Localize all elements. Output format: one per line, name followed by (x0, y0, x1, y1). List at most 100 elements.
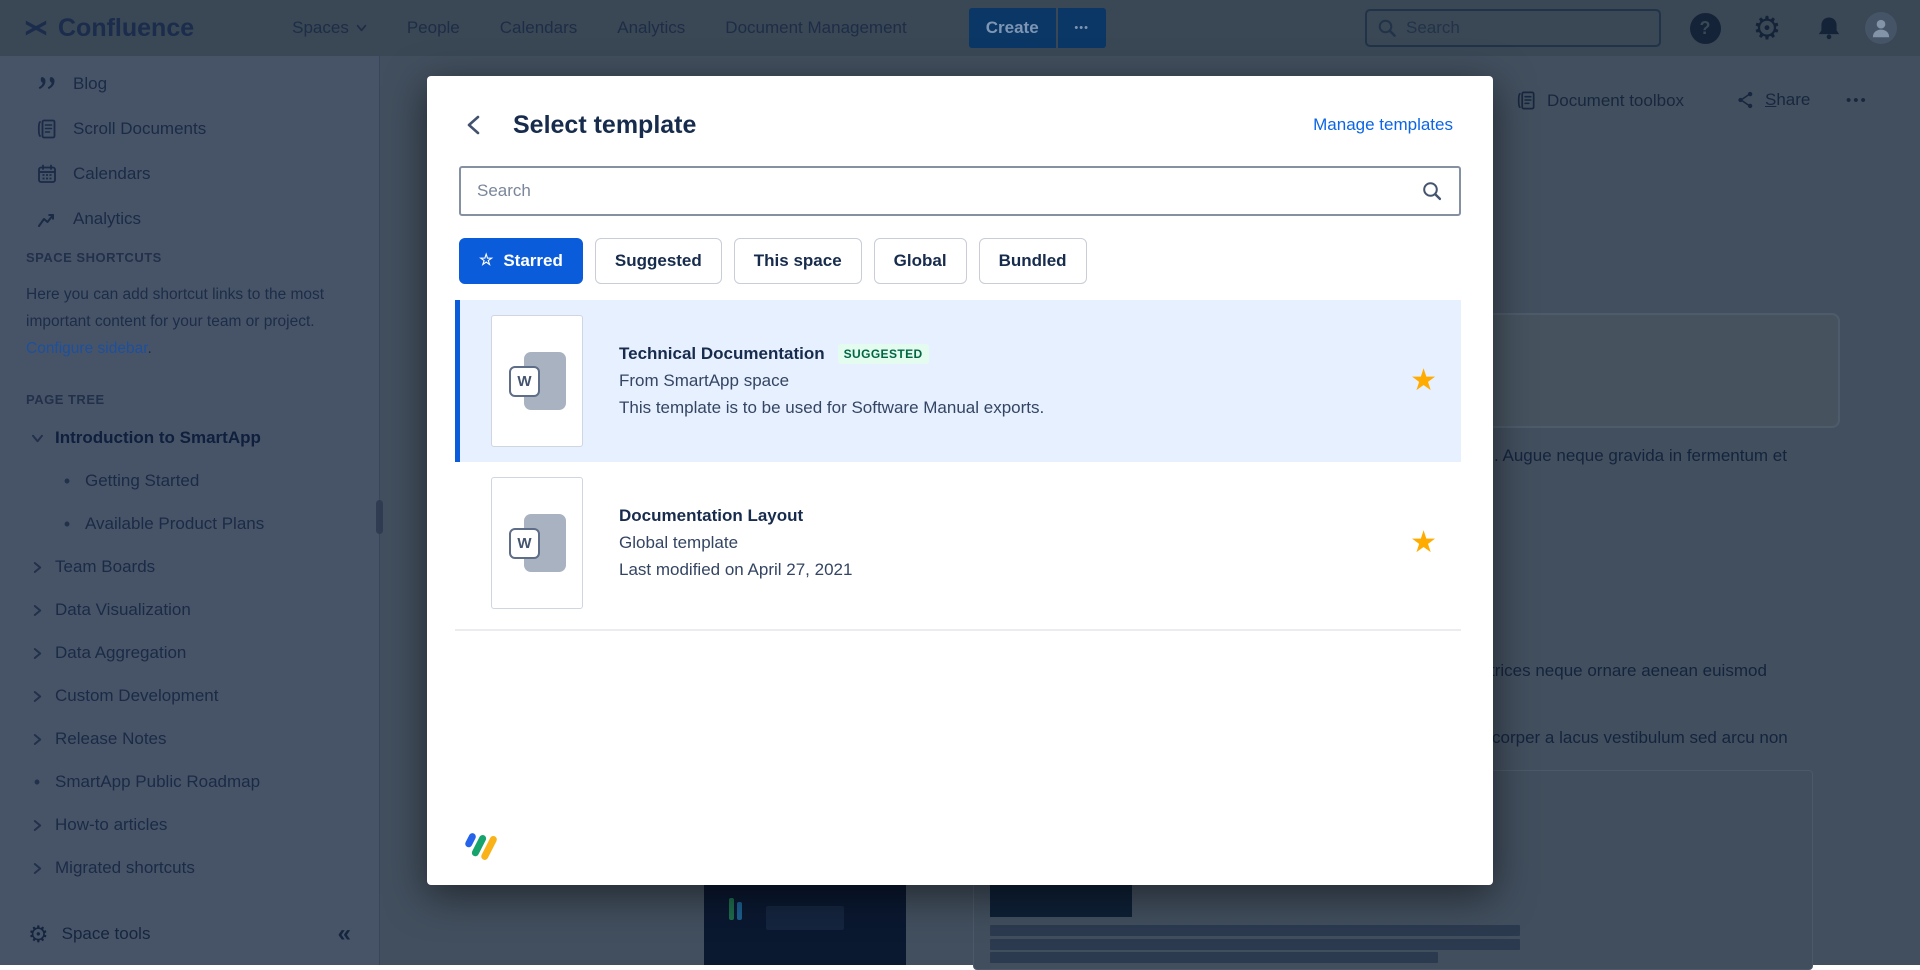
template-title: Documentation Layout (619, 506, 804, 525)
template-search (459, 166, 1461, 216)
create-button-group: Create ••• (968, 8, 1106, 48)
search-icon (1377, 18, 1397, 38)
sidebar-item-label: Analytics (73, 209, 142, 228)
brand-text: Confluence (58, 13, 195, 42)
nav-links: Spaces People Calendars Analytics Docume… (292, 18, 907, 38)
nav-item-people[interactable]: People (406, 18, 460, 37)
bullet-icon: • (63, 514, 71, 534)
space-tools-button[interactable]: ⚙ Space tools « (0, 913, 379, 955)
filter-bundled[interactable]: Bundled (978, 238, 1087, 284)
chevron-right-icon (26, 819, 48, 832)
nav-item-calendars[interactable]: Calendars (499, 18, 578, 37)
notifications-button[interactable] (1812, 11, 1846, 45)
chevron-right-icon (26, 561, 48, 574)
manage-templates-link[interactable]: Manage templates (1313, 115, 1453, 134)
sidebar-item-calendars[interactable]: Calendars (36, 160, 379, 188)
tree-item-smartapp-public-roadmap[interactable]: • SmartApp Public Roadmap (0, 767, 379, 797)
document-toolbox-icon (1516, 90, 1537, 111)
search-icon (1421, 180, 1443, 202)
chevron-right-icon (26, 862, 48, 875)
tree-item-migrated-shortcuts[interactable]: Migrated shortcuts (0, 853, 379, 883)
tree-item-data-aggregation[interactable]: Data Aggregation (0, 638, 379, 668)
word-document-icon: W (491, 315, 583, 447)
share-button[interactable]: Share (1736, 90, 1810, 110)
tree-item-introduction-to-smartapp[interactable]: Introduction to SmartApp (0, 423, 379, 453)
template-info: Technical Documentation SUGGESTED From S… (619, 344, 1044, 418)
background-skeleton-line (990, 939, 1520, 950)
document-icon (36, 118, 58, 140)
space-sidebar: Blog Scroll Documents Calendars Analytic… (0, 56, 380, 965)
tree-item-team-boards[interactable]: Team Boards (0, 552, 379, 582)
tree-item-data-visualization[interactable]: Data Visualization (0, 595, 379, 625)
sidebar-item-analytics[interactable]: Analytics (36, 205, 379, 233)
filter-this-space[interactable]: This space (733, 238, 862, 284)
page-more-button[interactable]: ••• (1846, 92, 1868, 109)
star-outline-icon: ☆ (479, 252, 494, 269)
share-icon (1736, 90, 1756, 110)
template-item-documentation-layout[interactable]: W Documentation Layout Global template L… (455, 462, 1461, 624)
star-filled-icon[interactable]: ★ (1410, 526, 1437, 559)
sidebar-item-blog[interactable]: Blog (36, 70, 379, 98)
document-toolbox-button[interactable]: Document toolbox (1516, 90, 1684, 111)
nav-item-analytics[interactable]: Analytics (617, 18, 686, 37)
filter-suggested[interactable]: Suggested (594, 238, 722, 284)
tree-item-custom-development[interactable]: Custom Development (0, 681, 379, 711)
chevron-right-icon (26, 690, 48, 703)
word-document-icon: W (491, 477, 583, 609)
ellipsis-icon: ••• (1846, 92, 1868, 109)
sidebar-item-scroll-documents[interactable]: Scroll Documents (36, 115, 379, 143)
create-button[interactable]: Create (968, 8, 1056, 48)
chevron-right-icon (26, 647, 48, 660)
template-list: W Technical Documentation SUGGESTED From… (427, 300, 1493, 631)
background-skeleton-line (990, 925, 1520, 936)
chart-icon (36, 208, 58, 230)
template-info: Documentation Layout Global template Las… (619, 506, 852, 580)
template-description: This template is to be used for Software… (619, 398, 1045, 417)
sidebar-item-label: Scroll Documents (73, 119, 207, 138)
list-divider (455, 629, 1461, 631)
sidebar-item-label: Blog (73, 74, 108, 93)
nav-item-spaces[interactable]: Spaces (292, 18, 367, 38)
filter-starred[interactable]: ☆ Starred (459, 238, 583, 284)
vendor-logo-icon (461, 825, 501, 865)
settings-button[interactable]: ⚙ (1750, 11, 1784, 45)
template-search-input[interactable] (477, 181, 1411, 201)
gear-icon: ⚙ (28, 920, 49, 947)
sidebar-resize-handle[interactable] (376, 500, 383, 534)
global-search-input[interactable] (1406, 18, 1649, 38)
back-button[interactable] (461, 112, 487, 138)
ellipsis-icon: ••• (1074, 22, 1089, 34)
template-item-technical-documentation[interactable]: W Technical Documentation SUGGESTED From… (455, 300, 1461, 462)
star-filled-icon[interactable]: ★ (1410, 364, 1437, 397)
configure-sidebar-link[interactable]: Configure sidebar (26, 340, 148, 357)
confluence-mark-icon (24, 16, 48, 40)
chevron-down-icon (26, 434, 48, 443)
tree-item-available-product-plans[interactable]: • Available Product Plans (0, 509, 379, 539)
collapse-sidebar-icon[interactable]: « (337, 920, 351, 947)
filter-global[interactable]: Global (873, 238, 967, 284)
profile-button[interactable] (1864, 11, 1898, 45)
tree-item-getting-started[interactable]: • Getting Started (0, 466, 379, 496)
bell-icon (1815, 14, 1843, 42)
document-toolbox-label: Document toolbox (1547, 90, 1685, 110)
background-skeleton-line (990, 952, 1438, 963)
calendar-icon (36, 163, 58, 185)
template-source: From SmartApp space (619, 371, 790, 390)
page-tree-heading: PAGE TREE (26, 392, 105, 407)
background-text: trices neque ornare aenean euismod (1490, 661, 1767, 680)
space-shortcuts-heading: SPACE SHORTCUTS (26, 250, 162, 265)
confluence-logo[interactable]: Confluence (24, 14, 194, 43)
tree-item-release-notes[interactable]: Release Notes (0, 724, 379, 754)
suggested-badge: SUGGESTED (837, 344, 929, 364)
background-text: . Augue neque gravida in fermentum et (1494, 446, 1787, 465)
select-template-modal: Select template Manage templates ☆ Starr… (427, 76, 1493, 885)
nav-item-document-management[interactable]: Document Management (725, 18, 907, 37)
create-more-button[interactable]: ••• (1057, 8, 1106, 48)
global-search (1365, 9, 1661, 47)
help-button[interactable]: ? (1688, 11, 1722, 45)
tree-item-how-to-articles[interactable]: How-to articles (0, 810, 379, 840)
template-source: Global template (619, 533, 739, 552)
modal-title: Select template (513, 110, 697, 139)
bullet-icon: • (33, 772, 41, 792)
